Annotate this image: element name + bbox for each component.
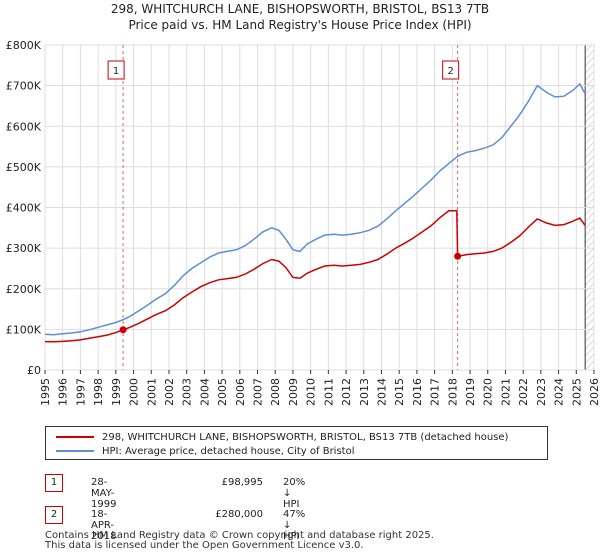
hpi-series-line <box>44 82 586 336</box>
legend-swatch-property <box>56 436 94 438</box>
legend: 298, WHITCHURCH LANE, BISHOPSWORTH, BRIS… <box>45 426 548 460</box>
x-tick-label: 2004 <box>198 378 211 406</box>
x-tick-label: 2008 <box>269 378 282 406</box>
x-tick-label: 2005 <box>216 378 229 406</box>
y-tick-label: £600K <box>6 120 42 133</box>
legend-item-hpi: HPI: Average price, detached house, City… <box>56 444 355 458</box>
sale-marker-label: 1 <box>113 66 119 77</box>
y-tick-label: £100K <box>6 323 42 336</box>
x-tick-label: 2003 <box>181 378 194 406</box>
x-tick-label: 2020 <box>482 378 495 406</box>
x-tick-label: 1999 <box>110 378 123 406</box>
x-tick-label: 2022 <box>517 378 530 406</box>
y-tick-label: £500K <box>6 161 42 174</box>
legend-swatch-hpi <box>56 450 94 452</box>
x-tick-label: 2024 <box>553 378 566 406</box>
sale-marker-label: 2 <box>447 66 453 77</box>
sale-point <box>119 326 127 334</box>
x-tick-label: 2021 <box>499 378 512 406</box>
y-tick-label: £0 <box>27 364 41 377</box>
sale-price: £280,000 <box>215 509 263 520</box>
y-tick-label: £200K <box>6 283 42 296</box>
x-tick-label: 2025 <box>570 378 583 406</box>
y-tick-label: £800K <box>6 39 42 52</box>
x-tick-label: 2017 <box>429 378 442 406</box>
footer-licence: This data is licensed under the Open Gov… <box>45 540 364 551</box>
x-tick-label: 2001 <box>145 378 158 406</box>
x-tick-label: 2010 <box>305 378 318 406</box>
x-tick-label: 2026 <box>588 378 600 406</box>
x-tick-label: 2007 <box>252 378 265 406</box>
chart-title: 298, WHITCHURCH LANE, BISHOPSWORTH, BRIS… <box>110 2 490 16</box>
x-tick-label: 2009 <box>287 378 300 406</box>
sale-number-badge: 1 <box>45 474 63 492</box>
y-tick-label: £400K <box>6 202 42 215</box>
legend-label-hpi: HPI: Average price, detached house, City… <box>102 445 355 457</box>
y-tick-label: £300K <box>6 242 42 255</box>
footer: Contains HM Land Registry data © Crown c… <box>45 531 434 551</box>
x-tick-label: 2015 <box>393 378 406 406</box>
x-tick-label: 2018 <box>446 378 459 406</box>
sale-marker-box <box>442 60 460 80</box>
sale-hpi-delta: 20% ↓ HPI <box>283 477 306 510</box>
x-tick-label: 2013 <box>358 378 371 406</box>
sale-price: £98,995 <box>221 477 263 488</box>
x-tick-label: 2016 <box>411 378 424 406</box>
x-tick-label: 1998 <box>92 378 105 406</box>
legend-item-property: 298, WHITCHURCH LANE, BISHOPSWORTH, BRIS… <box>56 430 508 444</box>
x-tick-label: 2002 <box>163 378 176 406</box>
sale-number-badge: 2 <box>45 506 63 524</box>
sale-date: 28-MAY-1999 <box>91 477 117 510</box>
chart-title-block: 298, WHITCHURCH LANE, BISHOPSWORTH, BRIS… <box>0 1 600 33</box>
x-tick-label: 2006 <box>234 378 247 406</box>
sale-marker-box <box>107 60 125 80</box>
x-tick-label: 2014 <box>375 378 388 406</box>
x-tick-label: 2011 <box>322 378 335 406</box>
chart-subtitle: Price paid vs. HM Land Registry's House … <box>128 18 472 32</box>
y-tick-label: £700K <box>6 80 42 93</box>
x-tick-label: 2000 <box>128 378 141 406</box>
sale-date: 18-APR-2018 <box>91 509 117 542</box>
x-tick-label: 2019 <box>464 378 477 406</box>
x-tick-label: 1996 <box>57 378 70 406</box>
footer-copyright: Contains HM Land Registry data © Crown c… <box>45 530 434 541</box>
legend-label-property: 298, WHITCHURCH LANE, BISHOPSWORTH, BRIS… <box>102 431 509 443</box>
property-series-line <box>44 210 586 343</box>
x-tick-label: 1995 <box>39 378 52 406</box>
sale-hpi-delta: 47% ↓ HPI <box>283 509 306 542</box>
x-tick-label: 1997 <box>74 378 87 406</box>
x-tick-label: 2012 <box>340 378 353 406</box>
x-tick-label: 2023 <box>535 378 548 406</box>
sale-point <box>454 252 462 260</box>
